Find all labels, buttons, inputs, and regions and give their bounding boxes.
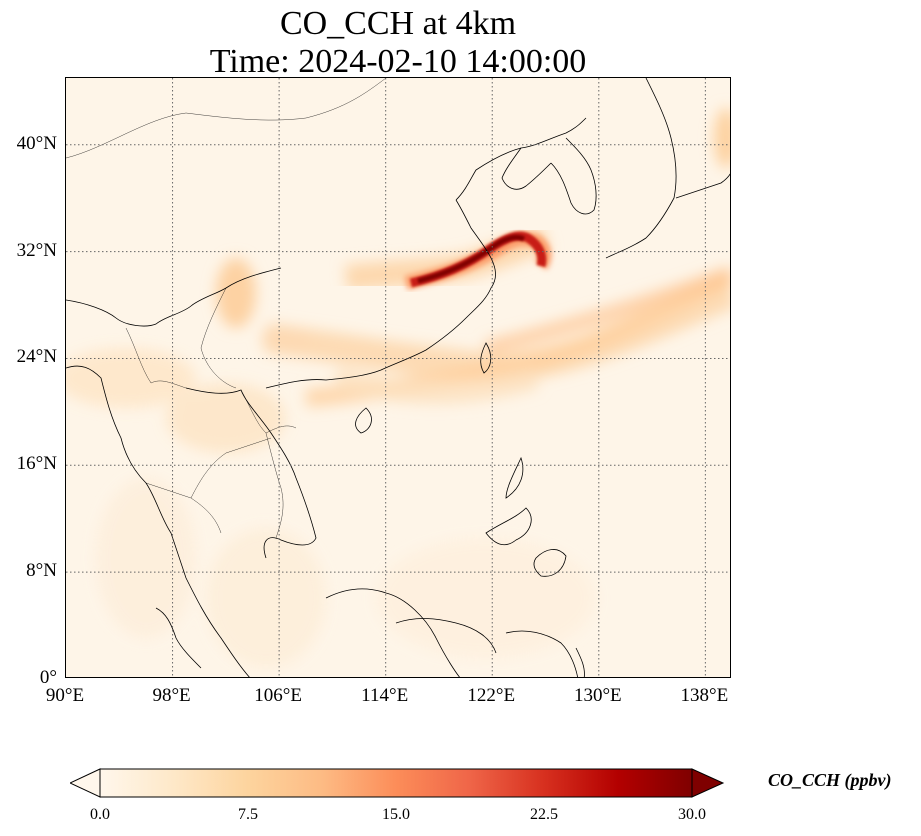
- lat-tick-label: 16°N: [16, 453, 57, 475]
- map-canvas: [66, 78, 730, 677]
- lat-tick-label: 40°N: [16, 132, 57, 154]
- lon-tick-label: 130°E: [573, 685, 622, 706]
- colorbar-tick-label: 30.0: [678, 806, 706, 823]
- colorbar-min-extension: [68, 768, 101, 798]
- colorbar-tick-label: 15.0: [382, 806, 410, 823]
- map-title-time: Time: 2024-02-10 14:00:00: [209, 43, 587, 80]
- lat-tick-label: 32°N: [16, 239, 57, 261]
- lon-tick-label: 98°E: [152, 685, 191, 706]
- lat-tick-label: 24°N: [16, 346, 57, 368]
- lon-tick-label: 138°E: [680, 685, 729, 706]
- colorbar-tick-label: 22.5: [530, 806, 558, 823]
- country-borders: [66, 78, 387, 539]
- gridlines: [66, 78, 730, 677]
- lon-tick-label: 90°E: [45, 685, 85, 706]
- map-title-variable: CO_CCH at 4km: [279, 5, 517, 42]
- lat-tick-label: 0°: [39, 667, 57, 688]
- lon-tick-label: 106°E: [254, 685, 302, 706]
- colorbar-tick-label: 0.0: [90, 806, 110, 823]
- colorbar-gradient: [99, 768, 693, 798]
- colorbar-max-extension: [691, 768, 725, 798]
- lat-tick-label: 8°N: [26, 560, 57, 582]
- low-concentration-field: [66, 348, 596, 668]
- colorbar-label: CO_CCH (ppbv): [768, 770, 892, 790]
- plume-main: [344, 225, 552, 291]
- lon-tick-label: 114°E: [361, 685, 409, 706]
- plume-band-south: [216, 108, 730, 407]
- colorbar-tick-label: 7.5: [238, 806, 258, 823]
- map-panel: [65, 77, 731, 678]
- lon-tick-label: 122°E: [467, 685, 516, 706]
- colorbar: [68, 768, 725, 798]
